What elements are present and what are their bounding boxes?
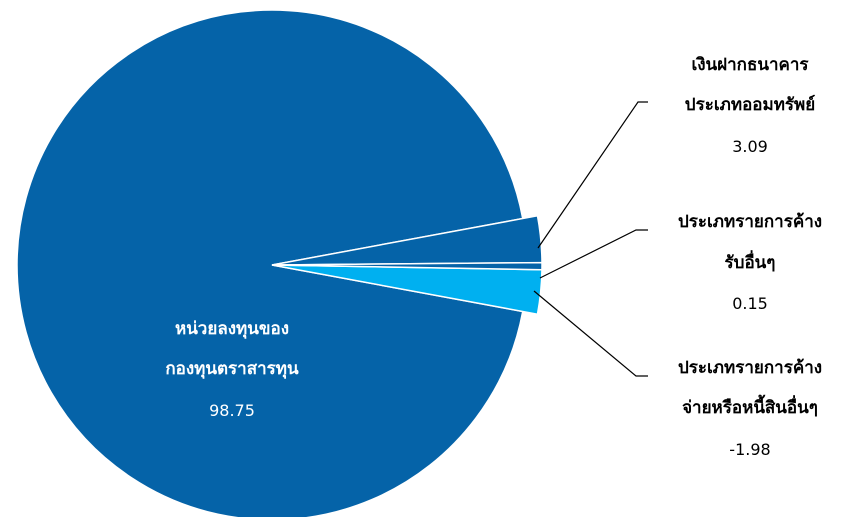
data-label-savings-deposit-line-1: เงินฝากธนาคาร [691,55,809,75]
data-label-accrued-receivable-line-1: ประเภทรายการค้าง [678,212,822,232]
data-label-equity-fund-units-line-1: หน่วยลงทุนของ [175,319,289,339]
data-label-accrued-payable-line-2: จ่ายหรือหนี้สินอื่นๆ [682,394,818,418]
leader-line-accrued-receivable [540,230,648,278]
data-label-savings-deposit-line-2: ประเภทออมทรัพย์ [685,94,815,115]
data-label-accrued-receivable-value: 0.15 [732,294,768,313]
data-label-accrued-payable-value: -1.98 [729,440,770,459]
data-label-equity-fund-units-value: 98.75 [209,401,255,420]
data-label-accrued-receivable-line-2: รับอื่นๆ [725,250,776,273]
data-label-savings-deposit-value: 3.09 [732,137,768,156]
data-label-accrued-receivable: ประเภทรายการค้างรับอื่นๆ 0.15 [678,212,822,313]
leader-line-savings-deposit [538,102,648,248]
leader-line-accrued-payable [534,291,648,376]
data-label-accrued-payable: ประเภทรายการค้างจ่ายหรือหนี้สินอื่นๆ -1.9… [678,358,822,459]
data-label-accrued-payable-line-1: ประเภทรายการค้าง [678,358,822,378]
data-label-equity-fund-units-line-2: กองทุนตราสารทุน [165,359,299,379]
